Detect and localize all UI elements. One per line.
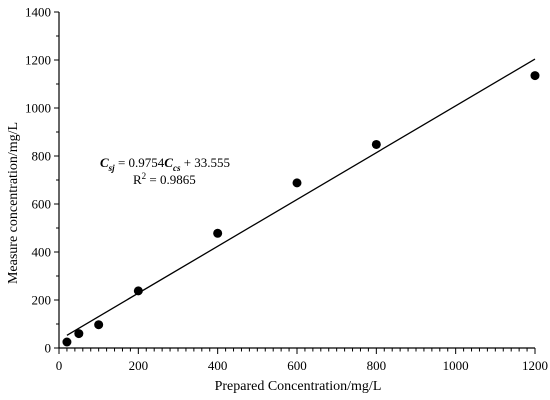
y-tick-label: 1400: [25, 5, 51, 20]
r-squared: R2 = 0.9865: [133, 171, 196, 187]
equation-intercept: + 33.555: [180, 155, 230, 170]
equation-rhs-subscript: cs: [173, 163, 181, 173]
equation-slope: = 0.9754: [115, 155, 165, 170]
x-tick-label: 1200: [522, 358, 548, 373]
fit-line-group: [66, 58, 536, 336]
equation-lhs-subscript: sj: [108, 163, 116, 173]
y-tick-label: 400: [32, 245, 52, 260]
equation-rhs-var: C: [164, 155, 173, 170]
y-tick-label: 1200: [25, 53, 51, 68]
y-tick-label: 600: [32, 197, 52, 212]
data-point: [371, 139, 381, 149]
fit-equation: Csj = 0.9754Ccs + 33.555: [100, 155, 230, 173]
x-tick-label: 800: [367, 358, 387, 373]
y-tick-label: 1000: [25, 101, 51, 116]
data-point: [62, 337, 72, 347]
data-point: [74, 329, 84, 339]
x-tick-label: 600: [287, 358, 307, 373]
r-squared-prefix: R: [133, 172, 142, 187]
data-point: [530, 71, 540, 81]
equation-lhs-var: C: [100, 155, 109, 170]
x-tick-label: 1000: [443, 358, 469, 373]
y-tick-label: 200: [32, 293, 52, 308]
data-point: [292, 178, 302, 188]
fit-line: [66, 58, 536, 336]
y-tick-label: 0: [45, 341, 52, 356]
data-point: [213, 228, 223, 238]
data-point: [94, 320, 104, 330]
r-squared-superscript: 2: [142, 171, 147, 181]
y-tick-label: 800: [32, 149, 52, 164]
data-points: [62, 71, 540, 347]
x-tick-label: 400: [208, 358, 228, 373]
ticks: 0 200 400 600 800 1000 1200 1400 0 200 400 600 800 10…: [25, 5, 548, 374]
data-point: [133, 286, 143, 296]
x-tick-label: 200: [129, 358, 149, 373]
r-squared-value: = 0.9865: [146, 172, 196, 187]
y-axis-title: Measure concentration/mg/L: [6, 122, 21, 284]
x-axis-title: Prepared Concentration/mg/L: [215, 379, 382, 394]
x-tick-label: 0: [56, 358, 63, 373]
